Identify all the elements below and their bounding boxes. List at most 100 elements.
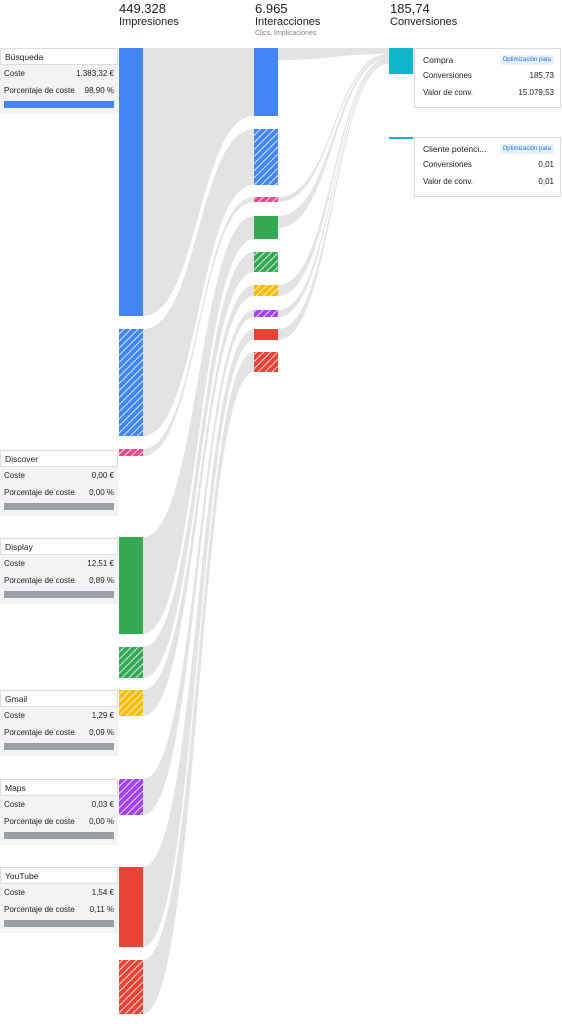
impressions-label: Impresiones xyxy=(119,16,179,28)
node-impressions-YouTube-hatched xyxy=(119,960,143,1014)
node-impressions-Gmail-hatched xyxy=(119,690,143,716)
pct-label: Porcentaje de coste xyxy=(4,905,75,914)
flow-Gmail-engagement xyxy=(143,285,254,716)
node-impressions-Display xyxy=(119,537,143,634)
pct-row: Porcentaje de coste 0,00 % xyxy=(0,484,118,501)
flow-Búsqueda-conversion xyxy=(278,48,389,60)
cost-row: Coste 1.383,32 € xyxy=(0,65,118,82)
network-name: Discover xyxy=(0,450,118,467)
node-interactions-Display-hatched xyxy=(254,252,278,272)
network-card-display[interactable]: Display Coste 12,51 € Porcentaje de coste… xyxy=(0,538,118,604)
pct-label: Porcentaje de coste xyxy=(4,576,75,585)
cost-label: Coste xyxy=(4,69,25,78)
network-name: YouTube xyxy=(0,867,118,884)
node-impressions-Maps-hatched xyxy=(119,779,143,815)
network-card-busqueda[interactable]: Búsqueda Coste 1.383,32 € Porcentaje de c… xyxy=(0,48,118,114)
node-interactions-YouTube-hatched xyxy=(254,352,278,372)
flow-Búsqueda-interaction xyxy=(143,48,254,316)
node-conversions-cliente-potencial xyxy=(389,137,413,139)
flow-Gmail-conversion xyxy=(278,58,389,296)
node-interactions-Discover-hatched xyxy=(254,197,278,202)
cost-value: 0,00 € xyxy=(91,471,114,480)
conversions-row: Conversiones 185,73 xyxy=(415,67,560,84)
network-card-youtube[interactable]: YouTube Coste 1,54 € Porcentaje de coste 0… xyxy=(0,867,118,933)
pct-value: 0,09 % xyxy=(89,728,114,737)
cost-value: 0,03 € xyxy=(91,800,114,809)
node-interactions-Display xyxy=(254,216,278,239)
conversions-label: Conversiones xyxy=(423,160,472,169)
flow-Discover-engagement xyxy=(143,197,254,456)
conversions-label: Conversiones xyxy=(423,71,472,80)
cost-share-bar xyxy=(4,503,114,510)
node-impressions-Búsqueda xyxy=(119,48,143,316)
conversions-row: Conversiones 0,01 xyxy=(415,156,560,173)
value-label: Valor de conv. xyxy=(423,88,473,97)
interactions-label: Interacciones xyxy=(255,16,321,28)
value-row: Valor de conv. 0,01 xyxy=(415,173,560,190)
pct-value: 0,00 % xyxy=(89,817,114,826)
cost-row: Coste 0,00 € xyxy=(0,467,118,484)
cost-row: Coste 12,51 € xyxy=(0,555,118,572)
network-name: Display xyxy=(0,538,118,555)
flow-conversion-compra xyxy=(413,48,414,74)
pct-value: 0,11 % xyxy=(89,905,114,914)
network-card-discover[interactable]: Discover Coste 0,00 € Porcentaje de coste… xyxy=(0,450,118,516)
conversions-label: Conversiones xyxy=(390,16,458,28)
value-label: Valor de conv. xyxy=(423,177,473,186)
cost-value: 1,29 € xyxy=(91,711,114,720)
conversion-name: Compra xyxy=(423,55,454,65)
flow-Display-conversion xyxy=(278,56,389,228)
flow-Búsqueda-engagement xyxy=(143,129,254,436)
flow-Discover-conversion xyxy=(278,54,389,202)
value-row: Valor de conv. 15.079,53 xyxy=(415,84,560,101)
pct-value: 0,89 % xyxy=(89,576,114,585)
network-card-gmail[interactable]: Gmail Coste 1,29 € Porcentaje de coste 0,0… xyxy=(0,690,118,756)
network-card-maps[interactable]: Maps Coste 0,03 € Porcentaje de coste 0,00… xyxy=(0,779,118,845)
cost-row: Coste 1,29 € xyxy=(0,707,118,724)
pct-row: Porcentaje de coste 0,09 % xyxy=(0,724,118,741)
cost-row: Coste 1,54 € xyxy=(0,884,118,901)
conversion-card-compra[interactable]: Compra Optimización para Conversiones 185,… xyxy=(414,48,561,108)
node-interactions-YouTube xyxy=(254,329,278,340)
pct-value: 0,00 % xyxy=(89,488,114,497)
cost-share-bar xyxy=(4,832,114,839)
cost-label: Coste xyxy=(4,888,25,897)
cost-label: Coste xyxy=(4,800,25,809)
flow-Maps-engagement xyxy=(143,310,254,815)
flow-YouTube-interaction xyxy=(143,329,254,947)
node-interactions-Maps-hatched xyxy=(254,310,278,317)
node-conversions-compra xyxy=(389,48,413,74)
cost-share-bar xyxy=(4,591,114,598)
network-name: Gmail xyxy=(0,690,118,707)
node-impressions-Discover-hatched xyxy=(119,449,143,456)
conversions-value: 185,73 xyxy=(529,71,554,80)
conversion-card-cliente-potencial[interactable]: Cliente potenci... Optimización para Conv… xyxy=(414,137,561,197)
cost-label: Coste xyxy=(4,711,25,720)
pct-row: Porcentaje de coste 0,11 % xyxy=(0,901,118,918)
cost-share-fill xyxy=(4,101,114,108)
conversions-header: 185,74 Conversiones xyxy=(390,2,457,29)
cost-share-bar xyxy=(4,920,114,927)
node-interactions-Gmail-hatched xyxy=(254,285,278,296)
cost-value: 1,54 € xyxy=(91,888,114,897)
cost-label: Coste xyxy=(4,471,25,480)
flow-Display-engagement xyxy=(143,252,254,678)
flow-YouTube-engagement xyxy=(143,352,254,1014)
flow-conversion-cliente-potencial xyxy=(413,137,414,139)
node-impressions-Búsqueda-hatched xyxy=(119,329,143,436)
node-impressions-YouTube xyxy=(119,867,143,947)
pct-row: Porcentaje de coste 98,90 % xyxy=(0,82,118,99)
node-interactions-Búsqueda-hatched xyxy=(254,129,278,185)
conversions-value: 185,74 xyxy=(390,1,430,16)
cost-share-bar xyxy=(4,101,114,108)
impressions-value: 449.328 xyxy=(119,1,166,16)
cost-share-bar xyxy=(4,743,114,750)
optimization-badge: Optimización para xyxy=(499,55,554,65)
pct-label: Porcentaje de coste xyxy=(4,86,75,95)
node-impressions-Display-hatched xyxy=(119,647,143,678)
pct-row: Porcentaje de coste 0,00 % xyxy=(0,813,118,830)
network-name: Búsqueda xyxy=(0,48,118,65)
optimization-badge: Optimización para xyxy=(499,144,554,154)
pct-value: 98,90 % xyxy=(84,86,114,95)
